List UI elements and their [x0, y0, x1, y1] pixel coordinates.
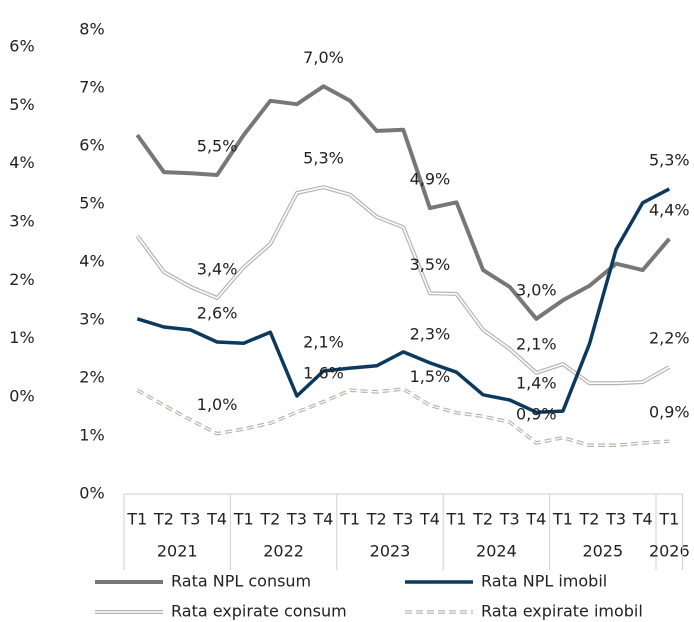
x-group-label: 2024 [476, 542, 517, 561]
data-label: 1,5% [410, 367, 451, 386]
legend-label: Rata NPL imobil [481, 572, 607, 591]
x-tick-label: T1 [658, 510, 679, 529]
data-label: 1,4% [516, 374, 557, 393]
x-tick-label: T2 [472, 510, 493, 529]
x-tick-label: T1 [552, 510, 573, 529]
data-label: 2,6% [197, 304, 238, 323]
data-label: 0,9% [649, 403, 690, 422]
x-group-label: 2021 [157, 542, 198, 561]
y-tick-label: 2% [79, 368, 104, 387]
x-group-label: 2025 [582, 542, 623, 561]
y-tick-label: 7% [79, 78, 104, 97]
x-tick-label: T1 [126, 510, 147, 529]
x-tick-label: T3 [605, 510, 626, 529]
y-tick-label: 0% [79, 484, 104, 503]
y2-tick-label: 1% [9, 328, 34, 347]
x-group-label: 2022 [263, 542, 304, 561]
y-tick-label: 8% [79, 20, 104, 39]
y2-tick-label: 3% [9, 212, 34, 231]
x-tick-label: T2 [153, 510, 174, 529]
x-tick-label: T3 [499, 510, 520, 529]
x-tick-label: T4 [525, 510, 546, 529]
data-label: 2,1% [303, 333, 344, 352]
series-line [136, 187, 671, 414]
x-tick-label: T2 [259, 510, 280, 529]
x-tick-label: T3 [286, 510, 307, 529]
data-label: 2,3% [410, 324, 451, 343]
y-tick-label: 3% [79, 310, 104, 329]
data-label: 3,4% [197, 259, 238, 278]
x-tick-label: T1 [339, 510, 360, 529]
data-label: 4,4% [649, 200, 690, 219]
data-label: 4,9% [410, 170, 451, 189]
y2-tick-label: 0% [9, 387, 34, 406]
y-tick-label: 5% [79, 194, 104, 213]
series-line [136, 186, 670, 384]
y2-tick-label: 6% [9, 36, 34, 55]
x-tick-label: T2 [579, 510, 600, 529]
series-line [137, 388, 670, 446]
data-label: 0,9% [516, 404, 557, 423]
y2-tick-label: 2% [9, 270, 34, 289]
series-line [135, 84, 671, 321]
x-tick-label: T3 [180, 510, 201, 529]
y-tick-label: 6% [79, 136, 104, 155]
y-tick-label: 1% [79, 426, 104, 445]
legend-label: Rata expirate imobil [481, 602, 643, 621]
x-tick-label: T1 [233, 510, 254, 529]
data-label: 5,3% [649, 150, 690, 169]
data-label: 1,6% [303, 363, 344, 382]
x-tick-label: T4 [419, 510, 440, 529]
data-label: 5,5% [197, 137, 238, 156]
data-label: 3,0% [516, 280, 557, 299]
x-group-label: 2023 [370, 542, 411, 561]
x-tick-label: T4 [313, 510, 334, 529]
data-label: 2,1% [516, 334, 557, 353]
x-tick-label: T4 [632, 510, 653, 529]
data-label: 1,0% [197, 395, 238, 414]
data-label: 5,3% [303, 149, 344, 168]
legend-label: Rata NPL consum [171, 572, 311, 591]
x-tick-label: T3 [392, 510, 413, 529]
x-tick-label: T1 [446, 510, 467, 529]
x-tick-label: T4 [206, 510, 227, 529]
y2-tick-label: 5% [9, 95, 34, 114]
x-tick-label: T2 [366, 510, 387, 529]
data-label: 3,5% [410, 255, 451, 274]
y2-tick-label: 4% [9, 153, 34, 172]
legend-label: Rata expirate consum [171, 602, 347, 621]
data-label: 2,2% [649, 328, 690, 347]
x-group-label: 2026 [649, 542, 690, 561]
y-tick-label: 4% [79, 252, 104, 271]
data-label: 7,0% [303, 48, 344, 67]
